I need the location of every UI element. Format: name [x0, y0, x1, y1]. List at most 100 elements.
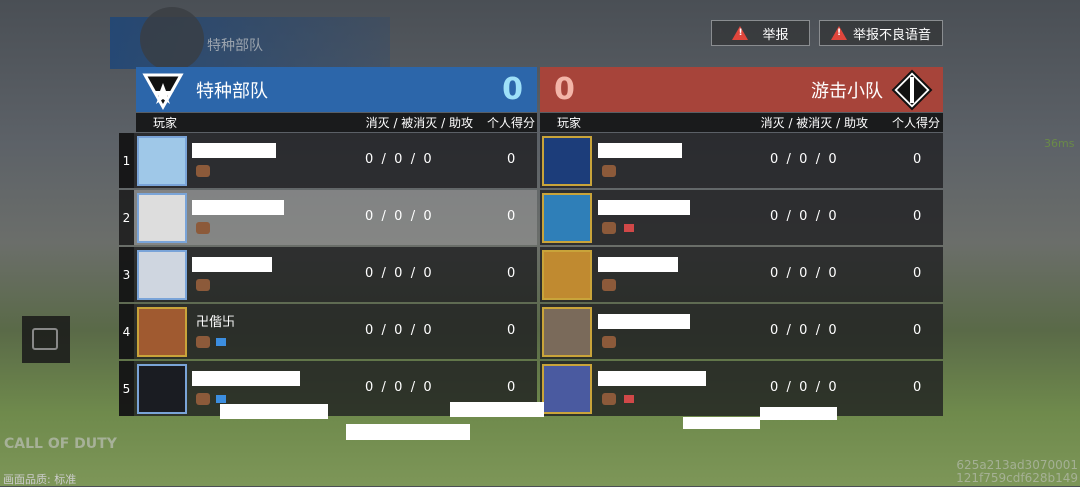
id-line-2: 121f759cdf628b149: [956, 471, 1078, 485]
redacted-player-name: [192, 371, 300, 386]
player-avatar[interactable]: [542, 249, 592, 300]
col-player: 玩家: [153, 116, 178, 130]
player-avatar[interactable]: [137, 135, 187, 186]
player-row[interactable]: 0 / 0 / 0 0: [540, 361, 943, 416]
player-avatar[interactable]: [137, 192, 187, 243]
player-rank: 2: [119, 190, 134, 245]
left-column-header: 玩家 消灭 / 被消灭 / 助攻 个人得分: [136, 113, 537, 132]
left-team-header: 特种部队 0: [136, 67, 537, 112]
rank-badge-icon: [602, 165, 616, 177]
player-row[interactable]: 5 0 / 0 / 0 0: [119, 361, 537, 416]
banner-team-name: 特种部队: [207, 38, 263, 54]
player-row[interactable]: 0 / 0 / 0 0: [540, 247, 943, 302]
report-voice-label: 举报不良语音: [852, 27, 931, 43]
redacted-player-name: [192, 200, 284, 215]
report-label: 举报: [762, 27, 789, 43]
guerrilla-emblem-icon: [891, 69, 933, 111]
redacted-player-name: [598, 143, 682, 158]
player-kda: 0 / 0 / 0: [365, 266, 432, 281]
player-rank: 4: [119, 304, 134, 359]
switch-view-button[interactable]: [22, 316, 70, 363]
player-rank: 3: [119, 247, 134, 302]
left-team-name: 特种部队: [196, 80, 268, 102]
rank-badge-icon: [602, 279, 616, 291]
rank-badge-icon: [196, 336, 210, 348]
player-kda: 0 / 0 / 0: [365, 152, 432, 167]
player-row[interactable]: 1 0 / 0 / 0 0: [119, 133, 537, 188]
player-avatar[interactable]: [542, 192, 592, 243]
col-score: 个人得分: [486, 116, 535, 130]
redacted-box: [220, 404, 328, 419]
player-row[interactable]: 2 0 / 0 / 0 0: [119, 190, 537, 245]
quality-label: 画面品质: 标准: [3, 473, 77, 486]
redacted-player-name: [598, 257, 678, 272]
player-kda: 0 / 0 / 0: [770, 209, 837, 224]
redacted-box: [760, 407, 837, 420]
player-score: 0: [507, 152, 516, 167]
player-score: 0: [913, 323, 922, 338]
player-score: 0: [913, 209, 922, 224]
top-team-banner: 特种部队: [110, 7, 390, 71]
player-name: 卍偕卐: [196, 315, 236, 330]
player-row[interactable]: 0 / 0 / 0 0: [540, 133, 943, 188]
player-kda: 0 / 0 / 0: [770, 323, 837, 338]
player-rank: 1: [119, 133, 134, 188]
player-avatar[interactable]: [542, 135, 592, 186]
session-id: 625a213ad3070001 121f759cdf628b149: [956, 459, 1078, 485]
report-button[interactable]: 举报: [711, 20, 810, 46]
ping-readout: 36ms: [1044, 137, 1075, 150]
player-kda: 0 / 0 / 0: [365, 323, 432, 338]
game-logo: CALL OF DUTY: [4, 436, 117, 452]
mic-warning-icon: [830, 26, 847, 40]
player-kda: 0 / 0 / 0: [365, 380, 432, 395]
player-row[interactable]: 0 / 0 / 0 0: [540, 304, 943, 359]
col-player: 玩家: [557, 116, 582, 130]
player-kda: 0 / 0 / 0: [365, 209, 432, 224]
player-score: 0: [507, 209, 516, 224]
player-avatar[interactable]: [542, 363, 592, 414]
rank-badge-icon: [602, 336, 616, 348]
redacted-player-name: [598, 314, 690, 329]
redacted-player-name: [192, 257, 272, 272]
left-player-list: 1 0 / 0 / 0 0 2 0 / 0 / 0 0 3 0 / 0 / 0 0 4 卍偕卐 0 /…: [119, 133, 537, 418]
rank-badge-icon: [602, 222, 616, 234]
rank-badge-icon: [602, 393, 616, 405]
report-voice-button[interactable]: 举报不良语音: [819, 20, 943, 46]
flag-icon: [624, 224, 634, 232]
player-score: 0: [913, 380, 922, 395]
rank-badge-icon: [196, 165, 210, 177]
flag-icon: [216, 338, 226, 346]
redacted-player-name: [598, 200, 690, 215]
player-avatar[interactable]: [137, 249, 187, 300]
warning-icon: [732, 26, 749, 40]
col-score: 个人得分: [891, 116, 940, 130]
player-row[interactable]: 4 卍偕卐 0 / 0 / 0 0: [119, 304, 537, 359]
right-team-header: 0 游击小队: [540, 67, 943, 112]
player-avatar[interactable]: [542, 306, 592, 357]
player-rank: 5: [119, 361, 134, 416]
player-avatar[interactable]: [137, 306, 187, 357]
player-score: 0: [507, 380, 516, 395]
right-player-list: 0 / 0 / 0 0 0 / 0 / 0 0 0 / 0 / 0 0 0 / 0 / 0 0…: [540, 133, 943, 418]
flag-icon: [216, 395, 226, 403]
player-kda: 0 / 0 / 0: [770, 380, 837, 395]
redacted-player-name: [192, 143, 276, 158]
rank-badge-icon: [196, 279, 210, 291]
redacted-box: [346, 424, 470, 440]
player-kda: 0 / 0 / 0: [770, 152, 837, 167]
player-avatar[interactable]: [137, 363, 187, 414]
team-emblem-icon: [140, 7, 204, 71]
col-kda: 消灭 / 被消灭 / 助攻: [760, 116, 868, 130]
special-forces-emblem-icon: [142, 69, 184, 111]
player-row[interactable]: 3 0 / 0 / 0 0: [119, 247, 537, 302]
player-row[interactable]: 0 / 0 / 0 0: [540, 190, 943, 245]
switch-icon: [32, 328, 58, 350]
player-score: 0: [913, 266, 922, 281]
flag-icon: [624, 395, 634, 403]
right-team-score: 0: [554, 72, 575, 107]
redacted-player-name: [598, 371, 706, 386]
id-line-1: 625a213ad3070001: [956, 458, 1078, 472]
player-score: 0: [507, 323, 516, 338]
redacted-box: [683, 417, 760, 429]
redacted-box: [450, 402, 544, 417]
